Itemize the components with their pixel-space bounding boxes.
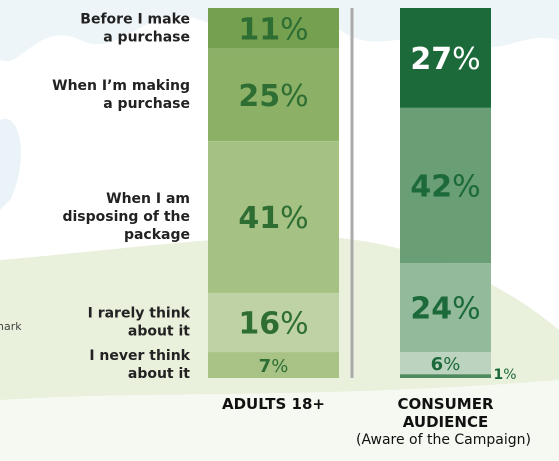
- category-label: When I’m making a purchase: [52, 78, 190, 112]
- value-label: 42%: [410, 169, 480, 204]
- value-label: 1%: [493, 367, 516, 383]
- bar-segment: [208, 352, 339, 378]
- value-label: 27%: [410, 41, 480, 76]
- value-label: 6%: [431, 354, 461, 375]
- legend-label: ADULTS 18+: [222, 395, 325, 413]
- bar-segment: [400, 8, 491, 108]
- category-label: When I am disposing of the package: [62, 191, 190, 243]
- value-label: 7%: [259, 356, 289, 377]
- bar-segment: [400, 352, 491, 375]
- value-label: 11%: [238, 12, 308, 47]
- value-label: 25%: [238, 78, 308, 113]
- value-label: 41%: [238, 201, 308, 236]
- bar-segment: [208, 48, 339, 142]
- bar-segment: [400, 263, 491, 353]
- value-label: 24%: [410, 291, 480, 326]
- legend-label: CONSUMER AUDIENCE: [397, 395, 493, 431]
- bar-segment: [400, 374, 491, 378]
- value-label: 16%: [238, 306, 308, 341]
- annotation: nark: [0, 320, 22, 333]
- bar-segment: [208, 292, 339, 353]
- bar-segment: [208, 8, 339, 49]
- category-label: I rarely think about it: [88, 306, 191, 340]
- bar-segment: [400, 107, 491, 264]
- legend-note: (Aware of the Campaign): [356, 432, 531, 448]
- bar-segment: [208, 141, 339, 293]
- category-label: I never think about it: [89, 348, 190, 382]
- category-label: Before I make a purchase: [80, 11, 190, 45]
